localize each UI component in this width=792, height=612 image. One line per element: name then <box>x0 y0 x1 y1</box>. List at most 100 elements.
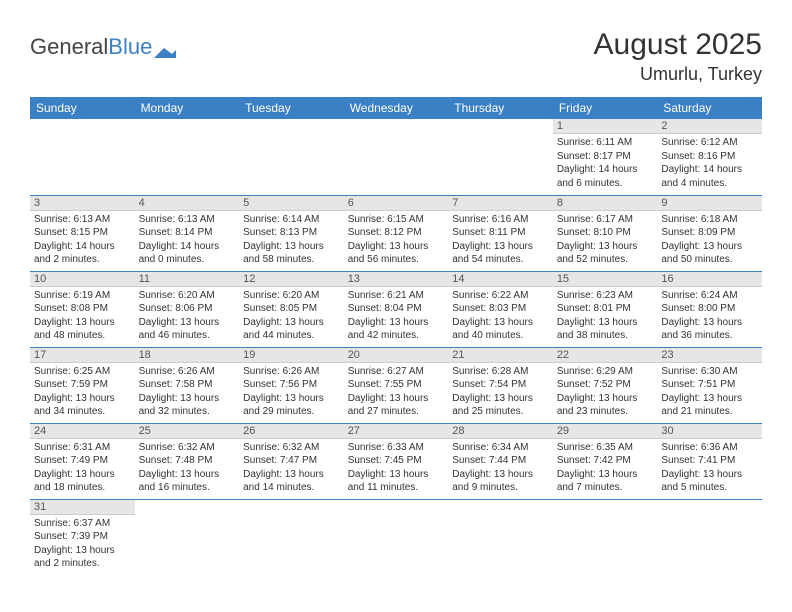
day-details: Sunrise: 6:11 AMSunset: 8:17 PMDaylight:… <box>553 134 658 194</box>
calendar-day-cell: 21Sunrise: 6:28 AMSunset: 7:54 PMDayligh… <box>448 347 553 423</box>
day-number: 21 <box>448 348 553 363</box>
day-details: Sunrise: 6:18 AMSunset: 8:09 PMDaylight:… <box>657 211 762 271</box>
day-number: 27 <box>344 424 449 439</box>
day-number: 8 <box>553 196 658 211</box>
day-number: 26 <box>239 424 344 439</box>
day-number: 31 <box>30 500 135 515</box>
calendar-day-cell: 27Sunrise: 6:33 AMSunset: 7:45 PMDayligh… <box>344 423 449 499</box>
calendar-day-cell: 2Sunrise: 6:12 AMSunset: 8:16 PMDaylight… <box>657 119 762 195</box>
weekday-header: Saturday <box>657 97 762 119</box>
calendar-day-cell: 9Sunrise: 6:18 AMSunset: 8:09 PMDaylight… <box>657 195 762 271</box>
calendar-day-cell: 17Sunrise: 6:25 AMSunset: 7:59 PMDayligh… <box>30 347 135 423</box>
day-number: 4 <box>135 196 240 211</box>
day-number: 30 <box>657 424 762 439</box>
day-details: Sunrise: 6:31 AMSunset: 7:49 PMDaylight:… <box>30 439 135 499</box>
day-details: Sunrise: 6:36 AMSunset: 7:41 PMDaylight:… <box>657 439 762 499</box>
day-details: Sunrise: 6:22 AMSunset: 8:03 PMDaylight:… <box>448 287 553 347</box>
calendar-day-cell <box>448 119 553 195</box>
location: Umurlu, Turkey <box>594 64 762 85</box>
calendar-week-row: 24Sunrise: 6:31 AMSunset: 7:49 PMDayligh… <box>30 423 762 499</box>
calendar-day-cell: 22Sunrise: 6:29 AMSunset: 7:52 PMDayligh… <box>553 347 658 423</box>
calendar-day-cell: 30Sunrise: 6:36 AMSunset: 7:41 PMDayligh… <box>657 423 762 499</box>
header: GeneralBlue August 2025 Umurlu, Turkey <box>30 28 762 85</box>
calendar-day-cell <box>657 499 762 575</box>
day-details: Sunrise: 6:26 AMSunset: 7:56 PMDaylight:… <box>239 363 344 423</box>
calendar-day-cell: 16Sunrise: 6:24 AMSunset: 8:00 PMDayligh… <box>657 271 762 347</box>
day-number: 17 <box>30 348 135 363</box>
calendar-day-cell: 25Sunrise: 6:32 AMSunset: 7:48 PMDayligh… <box>135 423 240 499</box>
day-details: Sunrise: 6:13 AMSunset: 8:14 PMDaylight:… <box>135 211 240 271</box>
day-details: Sunrise: 6:24 AMSunset: 8:00 PMDaylight:… <box>657 287 762 347</box>
day-details: Sunrise: 6:14 AMSunset: 8:13 PMDaylight:… <box>239 211 344 271</box>
calendar-day-cell: 18Sunrise: 6:26 AMSunset: 7:58 PMDayligh… <box>135 347 240 423</box>
weekday-header: Wednesday <box>344 97 449 119</box>
calendar-day-cell: 15Sunrise: 6:23 AMSunset: 8:01 PMDayligh… <box>553 271 658 347</box>
calendar-week-row: 1Sunrise: 6:11 AMSunset: 8:17 PMDaylight… <box>30 119 762 195</box>
day-number: 10 <box>30 272 135 287</box>
calendar-day-cell <box>135 119 240 195</box>
month-title: August 2025 <box>594 28 762 62</box>
day-number: 16 <box>657 272 762 287</box>
day-details: Sunrise: 6:19 AMSunset: 8:08 PMDaylight:… <box>30 287 135 347</box>
calendar-day-cell <box>239 119 344 195</box>
calendar-week-row: 10Sunrise: 6:19 AMSunset: 8:08 PMDayligh… <box>30 271 762 347</box>
calendar-day-cell: 26Sunrise: 6:32 AMSunset: 7:47 PMDayligh… <box>239 423 344 499</box>
day-details: Sunrise: 6:20 AMSunset: 8:05 PMDaylight:… <box>239 287 344 347</box>
day-details: Sunrise: 6:16 AMSunset: 8:11 PMDaylight:… <box>448 211 553 271</box>
day-details: Sunrise: 6:20 AMSunset: 8:06 PMDaylight:… <box>135 287 240 347</box>
day-number: 24 <box>30 424 135 439</box>
calendar-day-cell <box>344 119 449 195</box>
day-number: 14 <box>448 272 553 287</box>
day-details: Sunrise: 6:26 AMSunset: 7:58 PMDaylight:… <box>135 363 240 423</box>
day-details: Sunrise: 6:29 AMSunset: 7:52 PMDaylight:… <box>553 363 658 423</box>
calendar-day-cell: 19Sunrise: 6:26 AMSunset: 7:56 PMDayligh… <box>239 347 344 423</box>
day-number: 13 <box>344 272 449 287</box>
day-number: 29 <box>553 424 658 439</box>
day-number: 1 <box>553 119 658 134</box>
day-details: Sunrise: 6:25 AMSunset: 7:59 PMDaylight:… <box>30 363 135 423</box>
day-number: 9 <box>657 196 762 211</box>
day-details: Sunrise: 6:32 AMSunset: 7:47 PMDaylight:… <box>239 439 344 499</box>
day-number: 2 <box>657 119 762 134</box>
weekday-header: Friday <box>553 97 658 119</box>
day-details: Sunrise: 6:37 AMSunset: 7:39 PMDaylight:… <box>30 515 135 575</box>
calendar-day-cell <box>344 499 449 575</box>
day-details: Sunrise: 6:33 AMSunset: 7:45 PMDaylight:… <box>344 439 449 499</box>
day-details: Sunrise: 6:30 AMSunset: 7:51 PMDaylight:… <box>657 363 762 423</box>
weekday-header: Monday <box>135 97 240 119</box>
day-details: Sunrise: 6:32 AMSunset: 7:48 PMDaylight:… <box>135 439 240 499</box>
calendar-day-cell: 23Sunrise: 6:30 AMSunset: 7:51 PMDayligh… <box>657 347 762 423</box>
day-details: Sunrise: 6:17 AMSunset: 8:10 PMDaylight:… <box>553 211 658 271</box>
calendar-day-cell: 20Sunrise: 6:27 AMSunset: 7:55 PMDayligh… <box>344 347 449 423</box>
weekday-header-row: SundayMondayTuesdayWednesdayThursdayFrid… <box>30 97 762 119</box>
day-details: Sunrise: 6:23 AMSunset: 8:01 PMDaylight:… <box>553 287 658 347</box>
day-number: 25 <box>135 424 240 439</box>
day-number: 12 <box>239 272 344 287</box>
calendar-week-row: 3Sunrise: 6:13 AMSunset: 8:15 PMDaylight… <box>30 195 762 271</box>
calendar-day-cell: 4Sunrise: 6:13 AMSunset: 8:14 PMDaylight… <box>135 195 240 271</box>
calendar-week-row: 17Sunrise: 6:25 AMSunset: 7:59 PMDayligh… <box>30 347 762 423</box>
weekday-header: Sunday <box>30 97 135 119</box>
day-details: Sunrise: 6:21 AMSunset: 8:04 PMDaylight:… <box>344 287 449 347</box>
calendar-day-cell: 6Sunrise: 6:15 AMSunset: 8:12 PMDaylight… <box>344 195 449 271</box>
weekday-header: Tuesday <box>239 97 344 119</box>
day-number: 22 <box>553 348 658 363</box>
day-number: 18 <box>135 348 240 363</box>
day-number: 11 <box>135 272 240 287</box>
calendar-day-cell: 11Sunrise: 6:20 AMSunset: 8:06 PMDayligh… <box>135 271 240 347</box>
calendar-day-cell: 3Sunrise: 6:13 AMSunset: 8:15 PMDaylight… <box>30 195 135 271</box>
day-number: 5 <box>239 196 344 211</box>
day-number: 7 <box>448 196 553 211</box>
day-details: Sunrise: 6:13 AMSunset: 8:15 PMDaylight:… <box>30 211 135 271</box>
calendar-day-cell <box>553 499 658 575</box>
calendar-day-cell <box>448 499 553 575</box>
calendar-day-cell: 13Sunrise: 6:21 AMSunset: 8:04 PMDayligh… <box>344 271 449 347</box>
calendar-day-cell: 31Sunrise: 6:37 AMSunset: 7:39 PMDayligh… <box>30 499 135 575</box>
day-details: Sunrise: 6:34 AMSunset: 7:44 PMDaylight:… <box>448 439 553 499</box>
calendar-day-cell: 1Sunrise: 6:11 AMSunset: 8:17 PMDaylight… <box>553 119 658 195</box>
day-details: Sunrise: 6:15 AMSunset: 8:12 PMDaylight:… <box>344 211 449 271</box>
day-number: 28 <box>448 424 553 439</box>
calendar-table: SundayMondayTuesdayWednesdayThursdayFrid… <box>30 97 762 575</box>
logo-part2: Blue <box>108 34 152 60</box>
calendar-week-row: 31Sunrise: 6:37 AMSunset: 7:39 PMDayligh… <box>30 499 762 575</box>
